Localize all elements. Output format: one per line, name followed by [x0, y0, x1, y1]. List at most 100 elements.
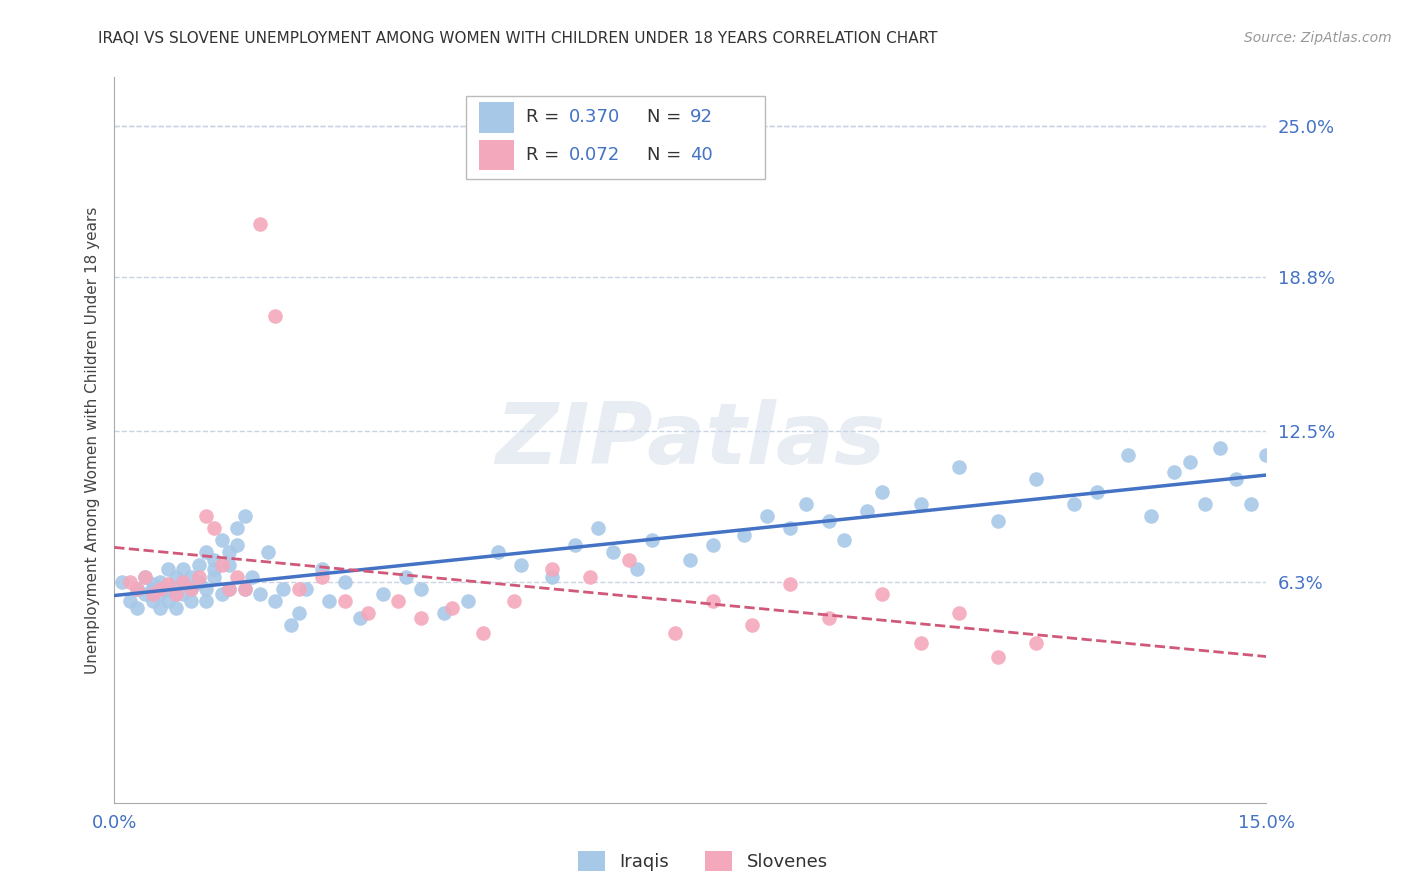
- Point: [195, 508, 218, 523]
- Text: N =: N =: [647, 108, 686, 127]
- Point: [586, 521, 609, 535]
- Point: [134, 587, 156, 601]
- Point: [395, 570, 418, 584]
- Point: [165, 570, 187, 584]
- Point: [387, 594, 409, 608]
- Point: [910, 635, 932, 649]
- Point: [149, 574, 172, 589]
- Point: [202, 562, 225, 576]
- Point: [872, 484, 894, 499]
- Point: [349, 611, 371, 625]
- Point: [541, 562, 564, 576]
- Point: [142, 582, 165, 596]
- Point: [664, 625, 686, 640]
- Point: [172, 574, 194, 589]
- Point: [202, 521, 225, 535]
- Point: [948, 607, 970, 621]
- Point: [218, 558, 240, 572]
- Point: [233, 508, 256, 523]
- Point: [180, 570, 202, 584]
- Point: [1163, 465, 1185, 479]
- Point: [172, 562, 194, 576]
- Point: [1240, 497, 1263, 511]
- Point: [233, 582, 256, 596]
- Point: [510, 558, 533, 572]
- Point: [226, 538, 249, 552]
- Point: [741, 618, 763, 632]
- Point: [149, 582, 172, 596]
- Point: [172, 587, 194, 601]
- Point: [211, 533, 233, 548]
- Point: [986, 650, 1008, 665]
- Point: [249, 587, 271, 601]
- Text: 0.072: 0.072: [569, 146, 620, 164]
- Point: [180, 594, 202, 608]
- Point: [211, 587, 233, 601]
- Point: [641, 533, 664, 548]
- Point: [165, 582, 187, 596]
- Point: [211, 558, 233, 572]
- Point: [579, 570, 602, 584]
- Text: ZIPatlas: ZIPatlas: [495, 399, 886, 482]
- Point: [242, 570, 264, 584]
- Point: [127, 601, 149, 615]
- Point: [180, 582, 202, 596]
- Point: [264, 594, 287, 608]
- Point: [111, 574, 134, 589]
- Point: [702, 538, 724, 552]
- Point: [441, 601, 464, 615]
- Point: [779, 577, 801, 591]
- Point: [733, 528, 755, 542]
- Point: [617, 552, 640, 566]
- Point: [165, 587, 187, 601]
- FancyBboxPatch shape: [479, 140, 515, 170]
- Text: 0.370: 0.370: [569, 108, 620, 127]
- Point: [817, 611, 839, 625]
- Point: [910, 497, 932, 511]
- Point: [679, 552, 702, 566]
- Point: [602, 545, 624, 559]
- Text: Source: ZipAtlas.com: Source: ZipAtlas.com: [1244, 31, 1392, 45]
- Point: [1178, 455, 1201, 469]
- Legend: Iraqis, Slovenes: Iraqis, Slovenes: [571, 844, 835, 879]
- Point: [433, 607, 456, 621]
- FancyBboxPatch shape: [465, 95, 765, 179]
- Point: [218, 582, 240, 596]
- Point: [1140, 508, 1163, 523]
- Point: [626, 562, 648, 576]
- Point: [1025, 472, 1047, 486]
- Point: [218, 545, 240, 559]
- Point: [271, 582, 294, 596]
- Point: [311, 562, 333, 576]
- Point: [1225, 472, 1247, 486]
- Text: N =: N =: [647, 146, 686, 164]
- Point: [233, 582, 256, 596]
- Point: [986, 514, 1008, 528]
- Point: [318, 594, 340, 608]
- Point: [165, 601, 187, 615]
- Point: [256, 545, 278, 559]
- Point: [187, 558, 209, 572]
- Point: [149, 601, 172, 615]
- Point: [564, 538, 586, 552]
- Point: [202, 570, 225, 584]
- Point: [134, 570, 156, 584]
- Point: [817, 514, 839, 528]
- Point: [156, 582, 179, 596]
- Point: [832, 533, 855, 548]
- Point: [156, 562, 179, 576]
- Point: [226, 570, 249, 584]
- Point: [411, 582, 433, 596]
- Point: [249, 217, 271, 231]
- Point: [856, 504, 879, 518]
- Point: [142, 577, 165, 591]
- Text: IRAQI VS SLOVENE UNEMPLOYMENT AMONG WOMEN WITH CHILDREN UNDER 18 YEARS CORRELATI: IRAQI VS SLOVENE UNEMPLOYMENT AMONG WOME…: [98, 31, 938, 46]
- Point: [187, 570, 209, 584]
- FancyBboxPatch shape: [479, 102, 515, 133]
- Point: [502, 594, 524, 608]
- Y-axis label: Unemployment Among Women with Children Under 18 years: Unemployment Among Women with Children U…: [86, 207, 100, 674]
- Point: [779, 521, 801, 535]
- Point: [142, 587, 165, 601]
- Point: [702, 594, 724, 608]
- Point: [1087, 484, 1109, 499]
